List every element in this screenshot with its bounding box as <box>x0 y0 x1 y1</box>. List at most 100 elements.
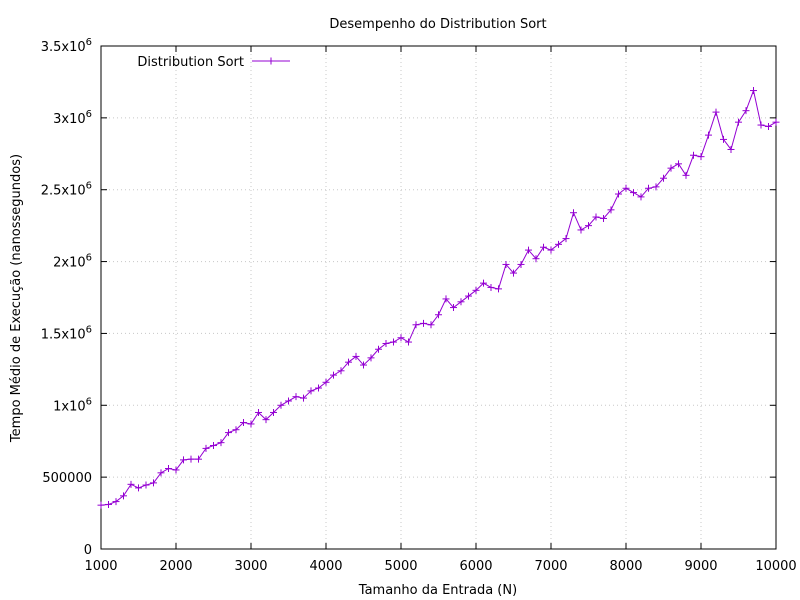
data-point <box>367 354 375 362</box>
x-tick-label: 8000 <box>609 559 642 574</box>
legend-marker-plus <box>267 57 275 65</box>
data-point <box>622 184 630 192</box>
data-point <box>285 397 292 405</box>
data-point <box>240 419 247 427</box>
x-tick-labels: 1000 2000 3000 4000 5000 6000 7000 8000 9000 1000… <box>84 559 796 574</box>
data-point <box>180 456 187 464</box>
data-point <box>202 444 210 452</box>
grid <box>101 46 776 549</box>
data-point <box>277 401 285 409</box>
data-point <box>630 189 637 197</box>
data-point <box>667 164 675 172</box>
data-point <box>517 260 525 268</box>
data-point <box>495 285 502 293</box>
chart-title: Desempenho do Distribution Sort <box>329 17 546 32</box>
data-point <box>570 209 577 217</box>
y-tick-label: 2.5x106 <box>41 181 92 199</box>
y-tick-label: 1x106 <box>53 396 92 414</box>
y-tick-labels: 0 500000 1x106 1.5x106 2x106 2.5x106 3x106 3.5x… <box>41 37 92 558</box>
data-point <box>210 442 217 450</box>
data-point <box>262 416 270 424</box>
legend-marker <box>267 57 275 65</box>
data-point <box>405 338 412 346</box>
data-point <box>480 279 487 287</box>
x-tick-label: 7000 <box>534 559 567 574</box>
data-point <box>150 479 157 487</box>
data-point <box>412 321 420 329</box>
plot-frame <box>100 45 777 550</box>
data-point <box>705 131 712 139</box>
x-tick-label: 2000 <box>159 559 192 574</box>
data-point <box>127 480 135 488</box>
data-point <box>615 190 622 198</box>
data-point <box>390 338 397 346</box>
data-point <box>735 118 742 126</box>
data-point <box>165 465 172 473</box>
data-point <box>450 304 457 312</box>
data-point <box>510 269 517 277</box>
data-point <box>652 183 660 191</box>
data-point <box>645 184 652 192</box>
data-point <box>465 292 472 300</box>
data-point <box>727 145 735 153</box>
data-point <box>307 387 315 395</box>
data-point <box>660 174 667 182</box>
data-point <box>772 118 780 126</box>
data-point <box>585 222 592 230</box>
series-distribution-sort <box>97 87 780 509</box>
data-point <box>607 206 615 214</box>
data-point <box>172 466 180 474</box>
data-point <box>765 122 772 130</box>
data-point <box>592 213 600 221</box>
data-point <box>315 384 322 392</box>
data-point <box>217 439 225 447</box>
data-point <box>712 108 720 116</box>
data-point <box>187 455 195 463</box>
data-point <box>457 298 465 306</box>
series-line <box>100 88 777 506</box>
data-point <box>750 87 757 95</box>
data-point <box>142 481 150 489</box>
data-point <box>337 367 345 375</box>
data-point <box>232 426 240 434</box>
data-point <box>322 378 330 386</box>
x-tick-label: 9000 <box>684 559 717 574</box>
data-point <box>720 135 727 143</box>
data-point <box>675 160 682 168</box>
data-point <box>135 484 142 492</box>
y-tick-label: 500000 <box>42 471 92 486</box>
data-point <box>435 311 442 319</box>
data-point <box>225 429 232 437</box>
data-point <box>682 171 690 179</box>
y-tick-label: 3.5x106 <box>41 37 92 55</box>
data-point <box>427 321 435 329</box>
data-point <box>600 214 607 222</box>
data-point <box>120 492 127 500</box>
data-point <box>300 394 307 402</box>
data-point <box>397 334 405 342</box>
data-point <box>547 246 555 254</box>
data-point <box>255 408 262 416</box>
data-point <box>157 469 165 477</box>
data-point <box>270 408 277 416</box>
x-tick-label: 6000 <box>459 559 492 574</box>
data-point <box>487 283 495 291</box>
data-point <box>112 498 120 506</box>
data-point <box>330 371 337 379</box>
x-axis-title: Tamanho da Entrada (N) <box>358 583 517 598</box>
data-point <box>577 226 585 234</box>
data-point <box>352 352 360 360</box>
x-tick-label: 1000 <box>84 559 117 574</box>
y-tick-label: 0 <box>84 543 92 558</box>
legend-label: Distribution Sort <box>137 55 244 70</box>
x-tick-label: 10000 <box>755 559 796 574</box>
data-point <box>502 260 510 268</box>
data-point <box>525 246 532 254</box>
data-point <box>345 358 352 366</box>
data-point <box>105 500 112 508</box>
data-point <box>540 243 547 251</box>
y-tick-label: 1.5x106 <box>41 324 92 342</box>
y-tick-label: 2x106 <box>53 253 92 271</box>
data-point <box>555 240 562 248</box>
